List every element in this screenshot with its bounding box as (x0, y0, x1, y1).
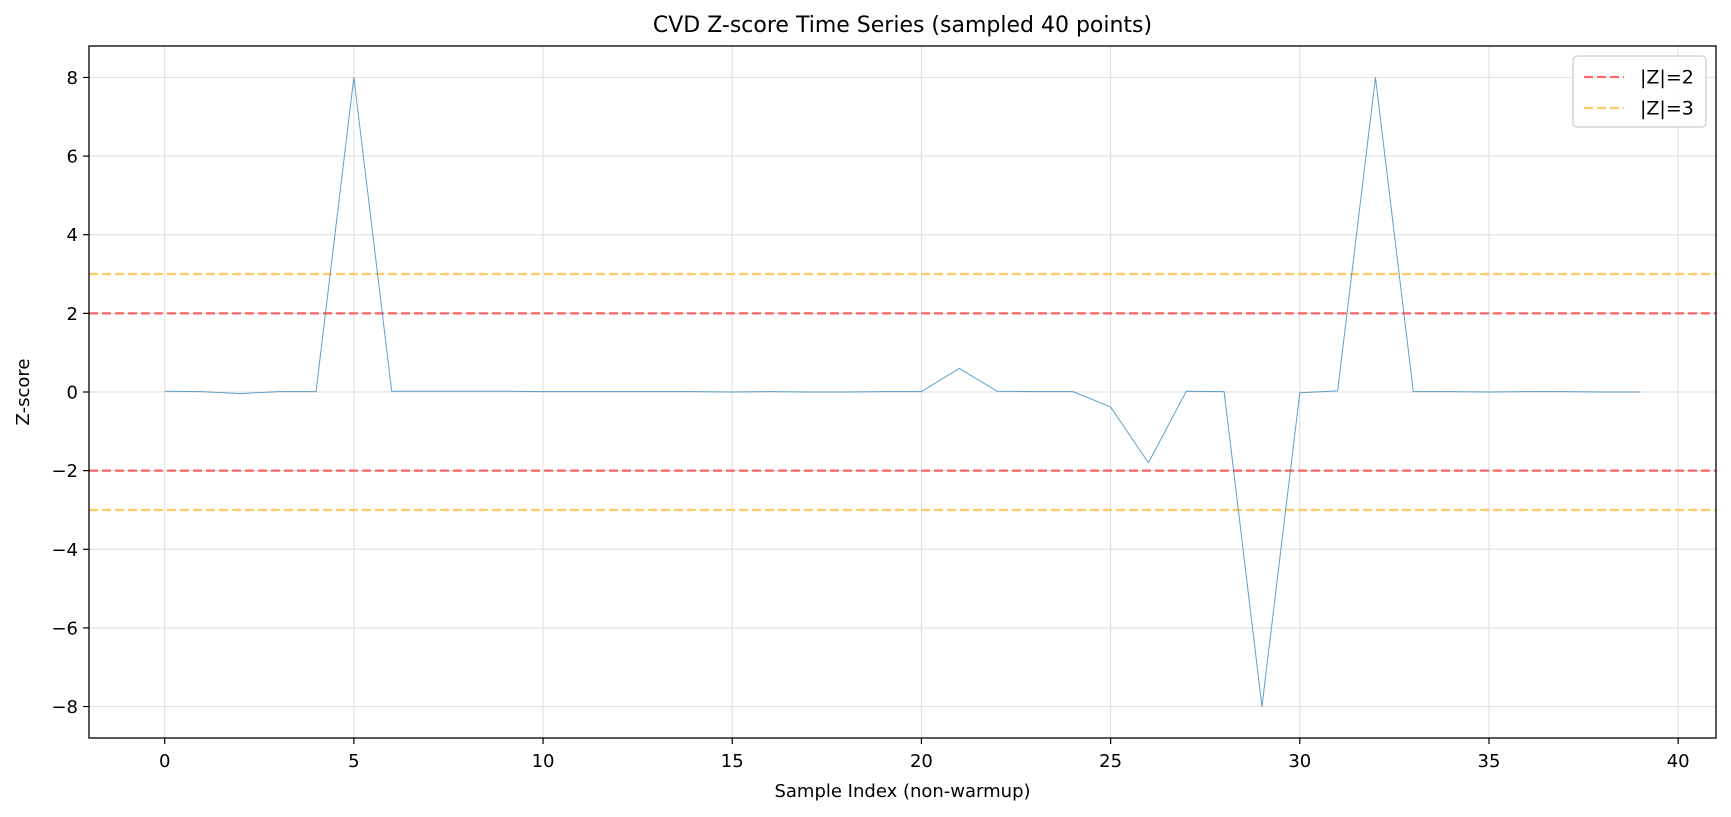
legend-label: |Z|=3 (1640, 98, 1694, 120)
x-tick-label: 40 (1667, 751, 1690, 772)
y-tick-label: 2 (67, 304, 78, 325)
series-lines (164, 76, 1641, 708)
x-axis-label: Sample Index (non-warmup) (774, 781, 1030, 802)
x-tick-label: 0 (159, 751, 170, 772)
z-score-series-line (164, 76, 1641, 708)
x-tick-label: 25 (1099, 751, 1122, 772)
y-tick-label: −2 (51, 461, 78, 482)
y-tick-label: −8 (51, 697, 78, 718)
x-tick-label: 20 (910, 751, 933, 772)
y-tick-label: 6 (67, 147, 78, 168)
y-axis-label: Z-score (13, 359, 34, 426)
axis-ticks: 0 5 10 15 20 25 30 35 40 −8 −6 −4 −2 0 2 4 6 8 (51, 68, 1689, 772)
chart-title: CVD Z-score Time Series (sampled 40 poin… (653, 13, 1152, 38)
x-tick-label: 5 (348, 751, 359, 772)
x-tick-label: 30 (1288, 751, 1311, 772)
x-tick-label: 15 (721, 751, 744, 772)
x-tick-label: 35 (1478, 751, 1501, 772)
legend: |Z|=2 |Z|=3 (1572, 55, 1707, 128)
y-tick-label: 8 (67, 68, 78, 89)
y-tick-label: −4 (51, 540, 78, 561)
y-tick-label: 0 (67, 383, 78, 404)
x-tick-label: 10 (532, 751, 555, 772)
reference-lines (89, 272, 1716, 512)
y-tick-label: 4 (67, 225, 78, 246)
legend-label: |Z|=2 (1640, 67, 1694, 89)
y-tick-label: −6 (51, 618, 78, 639)
legend-box (1572, 55, 1707, 128)
